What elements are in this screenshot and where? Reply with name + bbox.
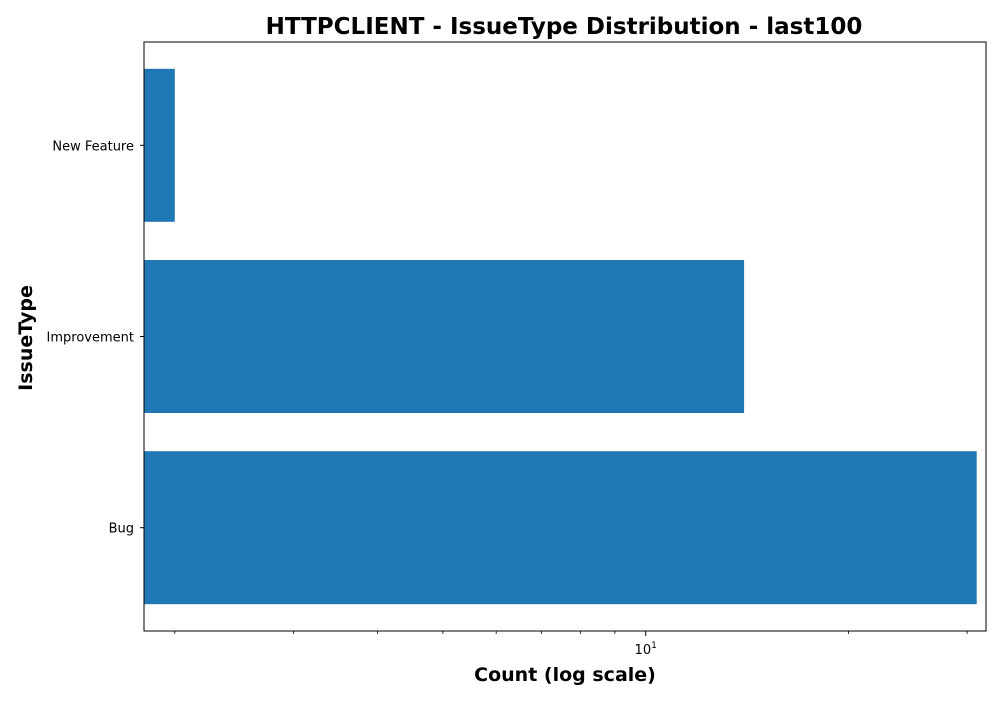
bars-group xyxy=(144,68,977,605)
y-tick-label: New Feature xyxy=(52,139,134,154)
x-tick-label: 101 xyxy=(635,641,657,658)
bar-bug xyxy=(144,451,977,605)
y-axis: Bug Improvement New Feature xyxy=(47,139,144,537)
x-axis: 101 xyxy=(174,631,968,658)
chart-title: HTTPCLIENT - IssueType Distribution - la… xyxy=(266,14,863,40)
y-tick-label: Bug xyxy=(109,522,134,537)
x-axis-label: Count (log scale) xyxy=(474,664,656,686)
bar-new-feature xyxy=(144,68,175,222)
bar-improvement xyxy=(144,260,745,413)
y-axis-label: IssueType xyxy=(15,285,37,391)
y-tick-label: Improvement xyxy=(47,331,134,346)
